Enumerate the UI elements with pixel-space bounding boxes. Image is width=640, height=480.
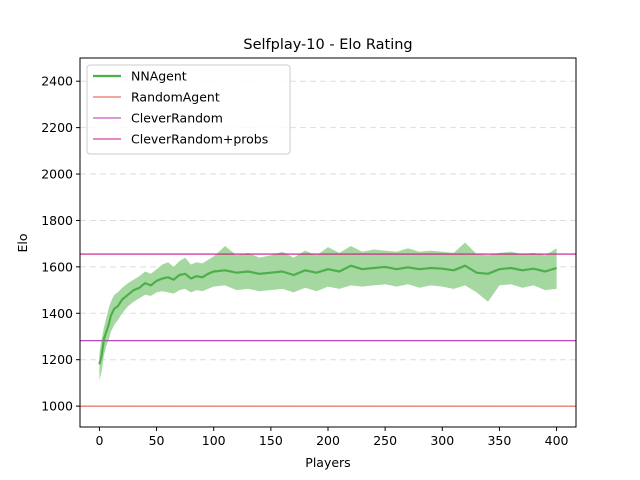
x-tick-label: 200 bbox=[316, 433, 340, 448]
nnagent-confidence-band bbox=[99, 242, 557, 381]
y-tick-label: 1200 bbox=[41, 352, 73, 367]
y-axis-label: Elo bbox=[15, 233, 30, 252]
legend-label-nnagent: NNAgent bbox=[131, 69, 187, 84]
y-tick-label: 2200 bbox=[41, 120, 73, 135]
reference-lines bbox=[80, 253, 576, 407]
x-tick-label: 100 bbox=[202, 433, 226, 448]
x-tick-label: 400 bbox=[545, 433, 569, 448]
x-tick-label: 300 bbox=[430, 433, 454, 448]
legend-label-cleverrandom: CleverRandom bbox=[131, 111, 223, 126]
legend: NNAgent RandomAgent CleverRandom CleverRand… bbox=[86, 64, 291, 155]
x-tick-label: 150 bbox=[259, 433, 283, 448]
x-axis-label: Players bbox=[305, 455, 350, 470]
series-lines bbox=[98, 264, 557, 365]
y-tick-label: 1400 bbox=[41, 306, 73, 321]
y-tick-label: 1600 bbox=[41, 259, 73, 274]
x-tick-label: 250 bbox=[373, 433, 397, 448]
nnagent-line bbox=[98, 264, 557, 365]
confidence-bands bbox=[99, 242, 557, 381]
x-tick-label: 350 bbox=[487, 433, 511, 448]
x-axis-ticks: 0 50 100 150 200 250 300 350 400 bbox=[95, 427, 569, 448]
chart-title: Selfplay-10 - Elo Rating bbox=[243, 37, 412, 53]
y-tick-label: 1000 bbox=[41, 399, 73, 414]
x-tick-label: 50 bbox=[149, 433, 165, 448]
legend-label-cleverrandom-probs: CleverRandom+probs bbox=[131, 132, 268, 147]
y-tick-label: 2000 bbox=[41, 167, 73, 182]
y-axis-ticks: 1000 1200 1400 1600 1800 2000 2200 2400 bbox=[41, 74, 80, 414]
y-tick-label: 2400 bbox=[41, 74, 73, 89]
legend-frame bbox=[86, 64, 291, 155]
x-tick-label: 0 bbox=[95, 433, 103, 448]
y-tick-label: 1800 bbox=[41, 213, 73, 228]
legend-label-randomagent: RandomAgent bbox=[131, 90, 220, 105]
